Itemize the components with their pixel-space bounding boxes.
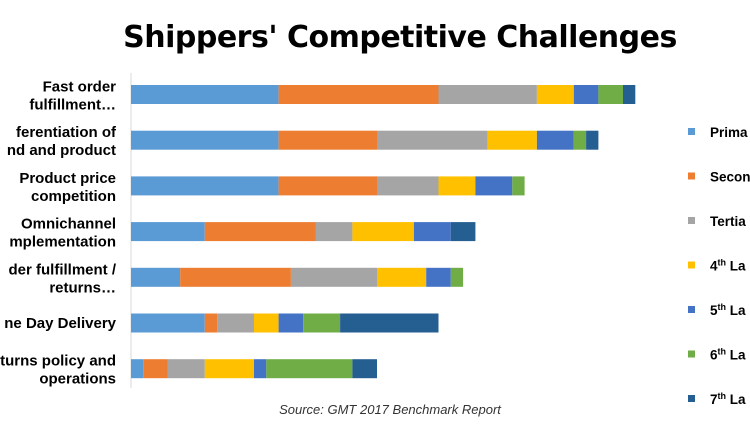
legend-label: 5th La <box>710 302 746 318</box>
bar-segment <box>131 176 279 196</box>
bar-segment <box>303 313 341 333</box>
bar-segment <box>131 313 205 333</box>
bar-segment <box>438 85 537 104</box>
legend-swatch <box>688 128 695 135</box>
bar-segment <box>143 359 168 379</box>
bar-segment <box>426 267 451 287</box>
category-label: der fulfillment / returns… <box>8 261 116 296</box>
bar-segment <box>623 85 636 104</box>
bar-segment <box>315 222 353 242</box>
legend-swatch <box>688 217 695 224</box>
category-label: ferentiation of nd and product <box>7 124 117 159</box>
legend-label: Secon <box>710 170 750 185</box>
bar-segment <box>278 313 304 333</box>
bar-segment <box>536 85 574 104</box>
category-label: Fast order fulfillment… <box>29 79 116 114</box>
bar-segment <box>487 130 537 150</box>
legend-swatch <box>688 172 695 180</box>
bar-segment <box>573 130 587 150</box>
category-label: ne Day Delivery <box>4 315 116 332</box>
bar-segment <box>278 130 377 150</box>
bar-segment <box>450 267 464 287</box>
bar-segment <box>536 130 574 150</box>
bar-segment <box>475 176 513 196</box>
bar-segment <box>340 313 439 333</box>
legend-label: Prima <box>710 125 748 140</box>
legend-swatch <box>688 306 695 313</box>
legend-label: Tertia <box>710 214 746 229</box>
bar-segment <box>131 85 279 104</box>
bar-segment <box>278 85 439 104</box>
legend-swatch <box>688 350 695 358</box>
bar-segment <box>290 267 377 287</box>
bar-segment <box>278 176 377 196</box>
bar-segment <box>598 85 623 104</box>
legend-swatch <box>688 395 695 402</box>
chart-title: Shippers' Competitive Challenges <box>123 20 677 55</box>
bar-segment <box>450 222 476 242</box>
bar-segment <box>131 222 205 242</box>
bar-segment <box>377 130 488 150</box>
bar-segment <box>167 359 205 379</box>
category-label: Product price competition <box>19 170 116 205</box>
legend-label: 6th La <box>710 347 746 363</box>
bar-segment <box>413 222 451 242</box>
bar-segment <box>217 313 254 333</box>
bar-segment <box>254 313 279 333</box>
bar-segment <box>377 176 439 196</box>
category-label: turns policy and operations <box>0 353 116 388</box>
bar-segment <box>131 130 279 150</box>
bar-segment <box>180 267 291 287</box>
bar-segment <box>204 313 218 333</box>
bar-segment <box>573 85 599 104</box>
chart-source: Source: GMT 2017 Benchmark Report <box>279 402 501 417</box>
bar-segment <box>352 359 377 379</box>
legend-label: 7th La <box>710 391 746 407</box>
bar-segment <box>131 267 181 287</box>
bar-segment <box>512 176 525 196</box>
legend-label: 4th La <box>710 258 746 274</box>
bar-segment <box>586 130 599 150</box>
bar-segment <box>438 176 476 196</box>
bar-segment <box>254 359 267 379</box>
bar-segment <box>377 267 427 287</box>
legend-swatch <box>688 261 695 269</box>
bar-segment <box>352 222 414 242</box>
category-label: Omnichannel mplementation <box>9 216 116 251</box>
bar-segment <box>204 359 254 379</box>
bar-segment <box>266 359 353 379</box>
bar-segment <box>131 359 144 379</box>
bar-segment <box>204 222 316 242</box>
